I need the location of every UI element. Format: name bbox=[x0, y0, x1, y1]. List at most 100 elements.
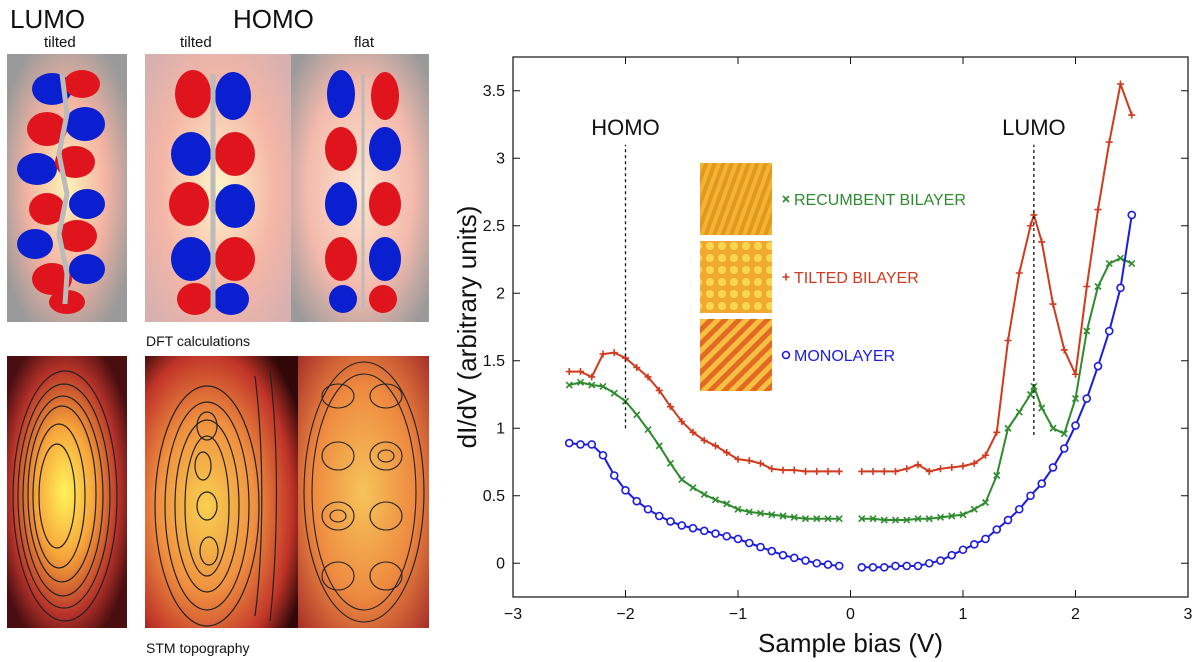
data-point bbox=[914, 461, 922, 469]
y-tick-label: 1 bbox=[496, 420, 505, 437]
series-line bbox=[569, 381, 840, 520]
data-point bbox=[598, 450, 608, 460]
data-point bbox=[678, 475, 686, 484]
lumo-tilted-label: tilted bbox=[44, 34, 76, 51]
data-point bbox=[1083, 327, 1091, 335]
data-point bbox=[723, 449, 731, 457]
inset-recumbent-image bbox=[700, 163, 772, 235]
data-point bbox=[835, 467, 843, 475]
data-point bbox=[1082, 394, 1092, 403]
data-point bbox=[565, 381, 573, 389]
data-point bbox=[858, 515, 866, 523]
data-point bbox=[677, 521, 687, 530]
data-point bbox=[700, 490, 708, 498]
y-tick-label: 2.5 bbox=[483, 218, 505, 235]
stm-homo-flat-image bbox=[298, 356, 429, 628]
data-point bbox=[835, 515, 843, 523]
stm-caption: STM topography bbox=[146, 640, 250, 656]
data-point bbox=[880, 467, 888, 475]
data-point bbox=[1127, 210, 1137, 220]
data-point bbox=[1116, 283, 1125, 293]
data-point bbox=[1060, 346, 1068, 354]
data-point bbox=[644, 426, 652, 434]
data-point bbox=[1104, 326, 1114, 336]
data-point bbox=[959, 511, 967, 519]
stm-homo-tilted-image bbox=[145, 356, 298, 628]
data-point bbox=[959, 462, 967, 470]
data-point bbox=[767, 546, 777, 556]
data-point bbox=[937, 465, 944, 473]
data-point bbox=[782, 195, 790, 203]
y-axis-label: dI/dV (arbitrary units) bbox=[452, 206, 482, 449]
data-point bbox=[756, 542, 765, 552]
data-point bbox=[576, 440, 585, 449]
data-point bbox=[564, 438, 574, 448]
homo-title: HOMO bbox=[233, 4, 314, 34]
data-point bbox=[745, 508, 753, 516]
legend-label: RECUMBENT BILAYER bbox=[794, 192, 966, 209]
inset-tilted-image bbox=[700, 241, 772, 313]
data-point bbox=[1015, 269, 1023, 277]
data-point bbox=[768, 465, 776, 473]
data-point bbox=[609, 471, 619, 480]
data-point bbox=[869, 467, 877, 475]
series-line bbox=[569, 442, 840, 567]
data-point bbox=[948, 512, 956, 520]
data-point bbox=[688, 523, 698, 533]
data-point bbox=[633, 411, 641, 419]
data-point bbox=[666, 459, 675, 467]
dft-lumo-tilted-image bbox=[7, 54, 127, 322]
stm-lumo-image bbox=[7, 356, 127, 628]
data-point bbox=[781, 350, 791, 360]
data-point bbox=[678, 418, 686, 425]
data-point bbox=[925, 515, 933, 523]
data-point bbox=[879, 562, 889, 572]
data-point bbox=[948, 463, 956, 471]
data-point bbox=[633, 364, 641, 371]
data-point bbox=[587, 440, 597, 449]
data-point bbox=[824, 467, 832, 475]
data-point bbox=[992, 525, 1002, 534]
data-point bbox=[768, 511, 776, 519]
data-point bbox=[801, 515, 810, 523]
y-tick-label: 2 bbox=[496, 285, 505, 302]
lumo-title: LUMO bbox=[10, 4, 86, 34]
data-point bbox=[914, 515, 922, 523]
data-point bbox=[1049, 424, 1057, 432]
y-tick-label: 3 bbox=[496, 150, 505, 167]
data-point bbox=[744, 538, 754, 548]
data-point bbox=[1072, 370, 1079, 378]
data-point bbox=[689, 484, 697, 492]
data-point bbox=[936, 556, 945, 565]
homo-flat-label: flat bbox=[354, 34, 375, 51]
data-point bbox=[1015, 408, 1023, 416]
homo-tilted-label: tilted bbox=[180, 34, 212, 51]
x-tick-label: −2 bbox=[616, 606, 634, 623]
x-tick-label: −1 bbox=[729, 606, 747, 623]
legend-label: TILTED BILAYER bbox=[794, 270, 919, 287]
data-point bbox=[1049, 300, 1057, 308]
data-point bbox=[857, 562, 867, 572]
series-line bbox=[861, 257, 1133, 521]
data-point bbox=[812, 558, 822, 568]
series-line bbox=[861, 214, 1133, 569]
data-point bbox=[712, 442, 719, 450]
data-point bbox=[599, 350, 607, 358]
data-point bbox=[813, 467, 821, 475]
data-point bbox=[813, 515, 821, 523]
data-point bbox=[779, 512, 787, 520]
data-point bbox=[1004, 337, 1012, 344]
data-point bbox=[913, 561, 923, 571]
dft-homo-tilted-image bbox=[145, 54, 291, 322]
series-o bbox=[564, 210, 1137, 572]
data-point bbox=[1003, 515, 1013, 525]
data-point bbox=[1059, 444, 1069, 453]
data-point bbox=[1071, 394, 1080, 403]
data-point bbox=[823, 560, 833, 569]
data-point bbox=[790, 466, 798, 474]
data-point bbox=[733, 534, 743, 544]
data-point bbox=[711, 529, 720, 538]
data-point bbox=[700, 436, 708, 444]
data-point bbox=[925, 467, 933, 475]
data-point bbox=[981, 498, 990, 507]
